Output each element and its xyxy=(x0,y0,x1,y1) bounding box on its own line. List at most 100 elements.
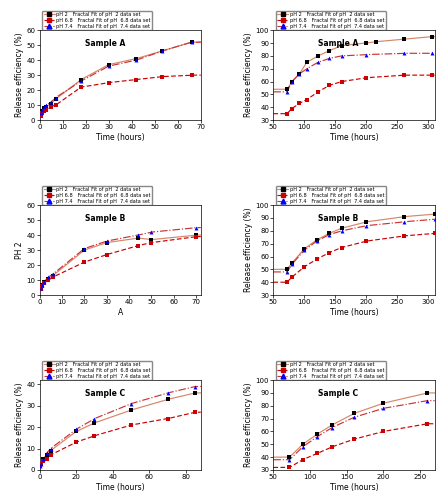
Point xyxy=(430,230,437,237)
Point xyxy=(43,456,50,464)
Point xyxy=(49,272,57,280)
Point xyxy=(399,50,406,58)
Point xyxy=(37,284,44,292)
Point xyxy=(38,460,45,468)
Point xyxy=(283,268,290,276)
Point xyxy=(430,216,437,224)
Point xyxy=(288,78,295,86)
Point xyxy=(47,100,54,108)
Point xyxy=(285,453,292,461)
Point xyxy=(49,273,57,281)
Point xyxy=(427,32,434,40)
Point xyxy=(362,237,369,245)
Point xyxy=(337,244,344,252)
Point xyxy=(295,70,302,78)
Text: Sample C: Sample C xyxy=(318,389,358,398)
Point xyxy=(288,273,295,281)
X-axis label: Time (hours): Time (hours) xyxy=(95,133,144,142)
Point xyxy=(399,71,406,79)
Y-axis label: Release efficiency (%): Release efficiency (%) xyxy=(244,208,252,292)
Point xyxy=(38,108,45,116)
Point xyxy=(191,408,198,416)
Point xyxy=(37,112,44,120)
Point xyxy=(43,101,50,109)
Point xyxy=(52,95,59,103)
Point xyxy=(91,419,98,427)
Point xyxy=(427,50,434,58)
Point xyxy=(399,232,406,240)
Point xyxy=(103,238,110,246)
Text: Sample B: Sample B xyxy=(318,214,358,223)
Point xyxy=(350,435,357,443)
Point xyxy=(314,58,321,66)
Point xyxy=(298,443,305,451)
Text: Sample B: Sample B xyxy=(85,214,125,223)
Point xyxy=(91,432,98,440)
Point xyxy=(295,100,302,108)
Point xyxy=(325,46,332,54)
Point xyxy=(37,284,44,292)
Point xyxy=(37,110,44,118)
Point xyxy=(132,54,139,62)
Legend: pH 2   Fractal Fit of pH  2 data set, pH 6.8   Fractal Fit of pH  6.8 data set, : pH 2 Fractal Fit of pH 2 data set, pH 6.… xyxy=(42,360,152,380)
Point xyxy=(72,426,79,434)
Point xyxy=(91,414,98,422)
Point xyxy=(77,83,84,91)
Point xyxy=(47,451,54,459)
Point xyxy=(192,231,199,239)
Point xyxy=(362,74,369,82)
Point xyxy=(127,400,134,407)
Point xyxy=(148,228,155,236)
Point xyxy=(38,107,45,115)
Point xyxy=(45,274,52,282)
Point xyxy=(81,244,88,252)
Point xyxy=(423,420,430,428)
Point xyxy=(303,96,310,104)
Point xyxy=(40,279,47,287)
Point xyxy=(399,35,406,43)
Point xyxy=(37,462,44,469)
Point xyxy=(362,218,369,226)
Point xyxy=(43,449,50,457)
Point xyxy=(37,462,44,469)
Point xyxy=(427,71,434,79)
Point xyxy=(47,98,54,106)
Point xyxy=(300,245,307,253)
Point xyxy=(191,382,198,390)
Point xyxy=(52,94,59,102)
Point xyxy=(313,450,320,458)
Point xyxy=(164,414,171,422)
Point xyxy=(134,234,141,242)
Point xyxy=(72,428,79,436)
X-axis label: Time (hours): Time (hours) xyxy=(95,483,144,492)
X-axis label: Time (hours): Time (hours) xyxy=(329,133,378,142)
Point xyxy=(337,42,344,50)
Point xyxy=(283,278,290,286)
Point xyxy=(39,456,46,464)
Point xyxy=(43,102,50,110)
Point xyxy=(314,88,321,96)
Point xyxy=(379,428,386,436)
Point xyxy=(283,266,290,274)
Point xyxy=(38,282,45,290)
Point xyxy=(337,224,344,232)
Point xyxy=(49,270,57,278)
Point xyxy=(325,230,332,238)
Point xyxy=(187,38,194,46)
Point xyxy=(303,58,310,66)
Point xyxy=(288,104,295,112)
Point xyxy=(40,278,47,285)
Point xyxy=(362,222,369,230)
Point xyxy=(38,460,45,468)
Point xyxy=(132,56,139,64)
Point xyxy=(134,242,141,250)
Point xyxy=(423,396,430,404)
Point xyxy=(148,238,155,246)
Point xyxy=(337,227,344,235)
Point xyxy=(295,70,302,78)
Point xyxy=(40,102,47,110)
Point xyxy=(313,432,320,440)
Point xyxy=(47,446,54,454)
Point xyxy=(379,399,386,407)
Point xyxy=(325,82,332,90)
